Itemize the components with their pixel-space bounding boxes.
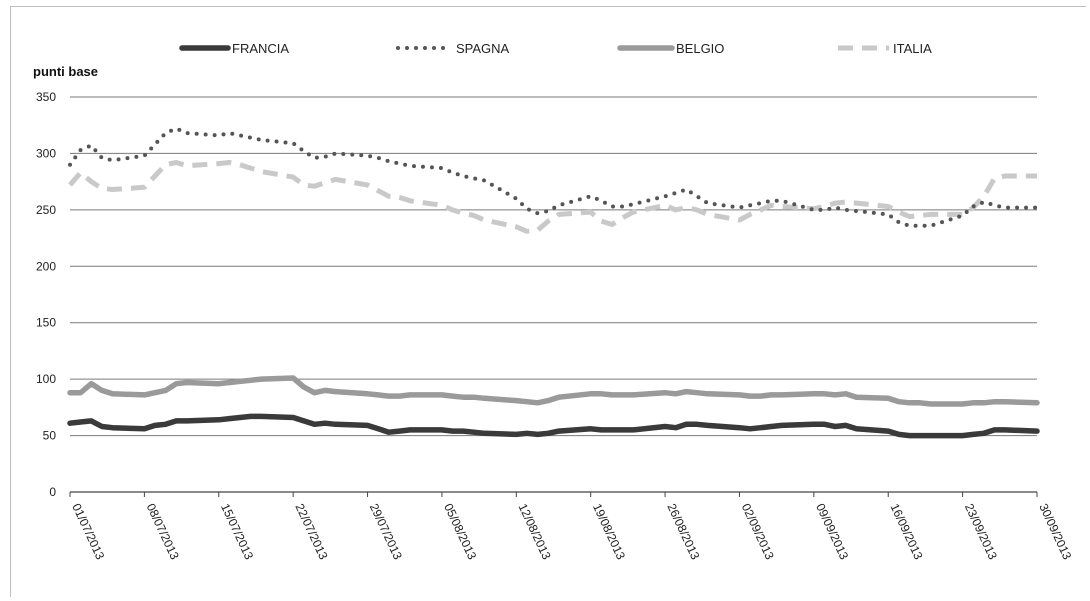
- y-tick-label: 300: [36, 146, 56, 160]
- x-tick-label: 16/09/2013: [888, 501, 926, 562]
- legend-label-francia: FRANCIA: [232, 41, 289, 56]
- x-tick-label: 23/09/2013: [962, 501, 1000, 562]
- series-line-spagna: [68, 126, 1039, 228]
- y-tick-label: 100: [36, 372, 56, 386]
- y-tick-label: 50: [43, 429, 57, 443]
- x-tick-label: 22/07/2013: [292, 501, 330, 562]
- x-tick-label: 12/08/2013: [516, 501, 554, 562]
- x-tick-label: 08/07/2013: [144, 501, 182, 562]
- grid-lines: [70, 96, 1037, 437]
- y-axis-label: punti base: [33, 64, 98, 79]
- x-tick-label: 05/08/2013: [441, 501, 479, 562]
- legend: FRANCIA SPAGNA BELGIO ITALIA: [179, 41, 932, 56]
- x-tick-label: 30/09/2013: [1036, 501, 1074, 562]
- x-axis: 01/07/2013 08/07/2013 15/07/2013 22/07/2013…: [69, 491, 1074, 562]
- y-tick-label: 350: [36, 90, 56, 104]
- series-line-italia: [68, 160, 1037, 234]
- x-tick-label: 09/09/2013: [813, 501, 851, 562]
- x-tick-label: 19/08/2013: [590, 501, 628, 562]
- legend-label-italia: ITALIA: [893, 41, 932, 56]
- x-tick-label: 01/07/2013: [69, 501, 107, 562]
- y-tick-label: 250: [36, 203, 56, 217]
- x-tick-label: 29/07/2013: [367, 501, 405, 562]
- y-tick-label: 0: [49, 485, 56, 499]
- y-tick-label: 200: [36, 259, 56, 273]
- y-tick-label: 150: [36, 316, 56, 330]
- legend-label-belgio: BELGIO: [676, 41, 724, 56]
- x-tick-label: 15/07/2013: [218, 501, 256, 562]
- y-tick-labels: 0 50 100 150 200 250 300 350: [36, 90, 56, 499]
- series-lines: [67, 126, 1040, 439]
- chart-frame: [10, 6, 1086, 597]
- series-line-belgio: [67, 375, 1040, 407]
- legend-label-spagna: SPAGNA: [456, 41, 510, 56]
- x-tick-label: 02/09/2013: [739, 501, 777, 562]
- x-tick-label: 26/08/2013: [664, 501, 702, 562]
- series-line-francia: [67, 413, 1040, 439]
